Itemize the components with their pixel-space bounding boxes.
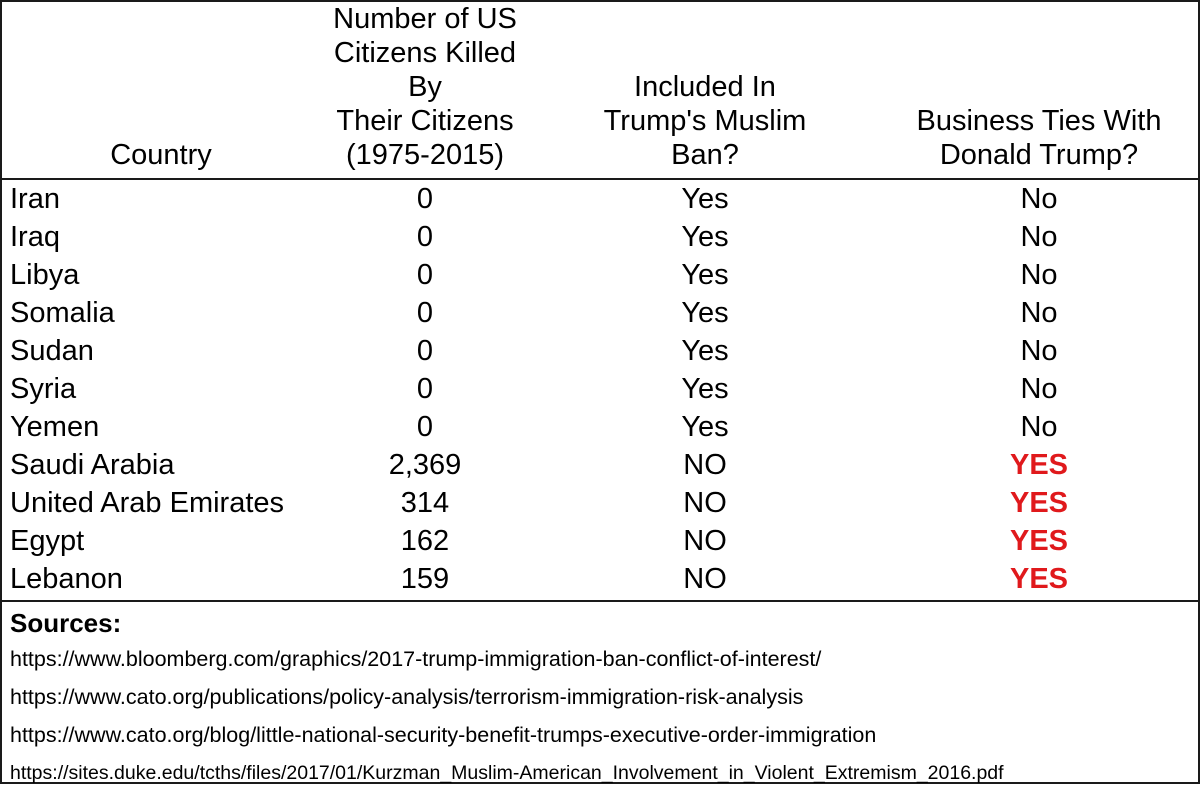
cell-us-citizens-killed: 0 (416, 373, 434, 405)
cell-country: United Arab Emirates (10, 487, 285, 519)
cell-business-ties: No (1020, 259, 1058, 291)
cell-business-ties: No (1020, 221, 1058, 253)
header-us-citizens-killed: Number of US Citizens Killed By Their Ci… (320, 2, 530, 180)
cell-us-citizens-killed: 314 (400, 487, 450, 519)
cell-business-ties: YES (1009, 487, 1069, 519)
sources-title: Sources: (10, 608, 122, 638)
cell-included-in-ban: NO (683, 563, 727, 595)
cell-business-ties: No (1020, 411, 1058, 443)
cell-included-in-ban: Yes (681, 183, 729, 215)
table-row: Lebanon 159 NO YES (2, 560, 1198, 600)
cell-country: Yemen (10, 411, 100, 443)
source-link-bloomberg[interactable]: https://www.bloomberg.com/graphics/2017-… (10, 647, 822, 671)
source-link-cato-policy-analysis[interactable]: https://www.cato.org/publications/policy… (10, 685, 804, 709)
header-country: Country (2, 2, 320, 180)
table-row: Iran 0 Yes No (2, 179, 1198, 218)
header-business-ties: Business Ties With Donald Trump? (880, 2, 1198, 180)
cell-us-citizens-killed: 162 (400, 525, 450, 557)
cell-us-citizens-killed: 0 (416, 183, 434, 215)
cell-country: Lebanon (10, 563, 123, 595)
table-row: Saudi Arabia 2,369 NO YES (2, 446, 1198, 484)
cell-business-ties: No (1020, 373, 1058, 405)
cell-business-ties: No (1020, 335, 1058, 367)
cell-included-in-ban: NO (683, 525, 727, 557)
source-link-cato-blog[interactable]: https://www.cato.org/blog/little-nationa… (10, 723, 877, 747)
sources-section: Sources: https://www.bloomberg.com/graph… (2, 600, 1198, 792)
cell-included-in-ban: NO (683, 487, 727, 519)
cell-country: Iran (10, 183, 60, 215)
cell-country: Syria (10, 373, 77, 405)
cell-us-citizens-killed: 0 (416, 411, 434, 443)
cell-included-in-ban: Yes (681, 297, 729, 329)
cell-included-in-ban: Yes (681, 373, 729, 405)
cell-us-citizens-killed: 0 (416, 297, 434, 329)
cell-business-ties: No (1020, 183, 1058, 215)
cell-country: Saudi Arabia (10, 449, 175, 481)
cell-included-in-ban: Yes (681, 411, 729, 443)
table-body: Iran 0 Yes No Iraq 0 Yes No Libya 0 Yes No Somalia 0 Y… (2, 179, 1198, 600)
cell-included-in-ban: Yes (681, 221, 729, 253)
table-row: Yemen 0 Yes No (2, 408, 1198, 446)
table-row: Syria 0 Yes No (2, 370, 1198, 408)
cell-country: Egypt (10, 525, 85, 557)
cell-us-citizens-killed: 0 (416, 259, 434, 291)
cell-country: Libya (10, 259, 80, 291)
cell-included-in-ban: Yes (681, 259, 729, 291)
table-row: Egypt 162 NO YES (2, 522, 1198, 560)
table-row: Libya 0 Yes No (2, 256, 1198, 294)
cell-us-citizens-killed: 0 (416, 221, 434, 253)
header-row: Country Number of US Citizens Killed By … (2, 2, 1198, 180)
cell-business-ties: YES (1009, 563, 1069, 595)
cell-business-ties: No (1020, 297, 1058, 329)
header-included-in-ban: Included In Trump's Muslim Ban? (530, 2, 880, 180)
cell-us-citizens-killed: 0 (416, 335, 434, 367)
cell-us-citizens-killed: 159 (400, 563, 450, 595)
table-row: United Arab Emirates 314 NO YES (2, 484, 1198, 522)
country-comparison-table: Country Number of US Citizens Killed By … (2, 2, 1198, 600)
cell-business-ties: YES (1009, 449, 1069, 481)
cell-country: Somalia (10, 297, 115, 329)
source-link-duke[interactable]: https://sites.duke.edu/tcths/files/2017/… (10, 762, 1004, 784)
cell-us-citizens-killed: 2,369 (388, 449, 462, 481)
cell-included-in-ban: Yes (681, 335, 729, 367)
cell-included-in-ban: NO (683, 449, 727, 481)
table-row: Iraq 0 Yes No (2, 218, 1198, 256)
cell-country: Iraq (10, 221, 60, 253)
cell-country: Sudan (10, 335, 94, 367)
table-row: Somalia 0 Yes No (2, 294, 1198, 332)
table-row: Sudan 0 Yes No (2, 332, 1198, 370)
cell-business-ties: YES (1009, 525, 1069, 557)
